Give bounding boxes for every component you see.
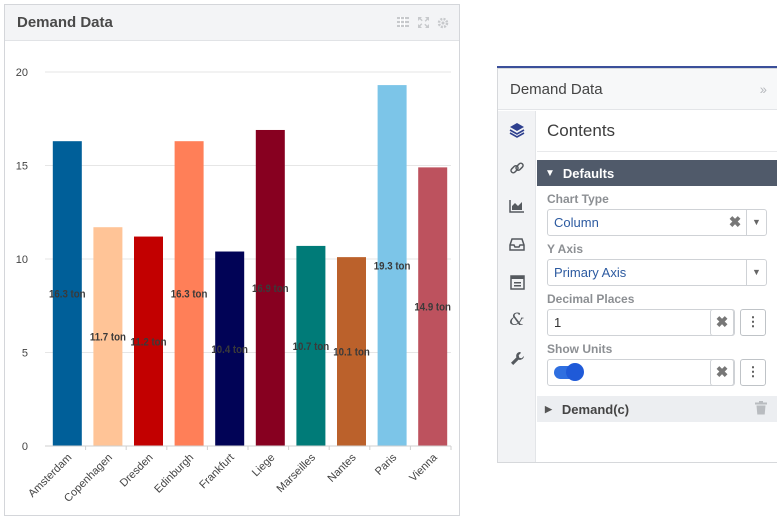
decimal-places-menu-button[interactable]: ⋮ — [740, 308, 766, 336]
clear-icon[interactable]: ✖ — [728, 214, 742, 231]
y-tick-label: 15 — [16, 161, 28, 173]
x-tick-label: Frankfurt — [197, 452, 237, 492]
wrench-icon[interactable] — [498, 339, 536, 377]
y-tick-label: 20 — [16, 67, 28, 79]
y-axis-select[interactable]: Primary Axis ▼ — [547, 258, 767, 286]
x-tick-label: Nantes — [325, 451, 358, 484]
x-tick-label: Vienna — [407, 451, 440, 484]
bar[interactable] — [418, 167, 448, 446]
series-section-header[interactable]: ▶ Demand(c) — [537, 396, 777, 422]
decimal-places-value: 1 — [554, 314, 562, 330]
y-tick-label: 0 — [22, 441, 28, 453]
bar[interactable] — [377, 85, 407, 446]
data-label: 10.4 ton — [211, 344, 248, 356]
data-label: 11.7 ton — [90, 332, 126, 344]
data-label: 10.7 ton — [293, 341, 330, 353]
panel-header: Demand Data ›› — [498, 69, 777, 110]
demand-bar-chart: 16.3 ton 11.7 ton 11.2 ton 16.3 ton 10.4 ton… — [16, 67, 452, 505]
bar[interactable] — [255, 129, 285, 446]
inbox-icon[interactable] — [498, 225, 536, 263]
expand-icon[interactable] — [417, 16, 429, 29]
link-icon[interactable] — [498, 149, 536, 187]
layers-icon[interactable] — [498, 111, 536, 149]
trash-icon[interactable] — [755, 400, 767, 418]
x-tick-label: Paris — [373, 451, 400, 478]
data-label: 10.1 ton — [333, 347, 370, 359]
clear-icon[interactable]: ✖ — [715, 364, 729, 381]
decimal-places-label: Decimal Places — [547, 292, 635, 306]
data-label: 16.3 ton — [171, 289, 208, 301]
show-units-menu-button[interactable]: ⋮ — [740, 358, 766, 386]
chart-type-label: Chart Type — [547, 192, 609, 206]
data-label: 16.9 ton — [252, 283, 289, 295]
chart-widget: Demand Data 16.3 ton 11.7 ton 11.2 ton 16.3… — [4, 4, 460, 516]
panel-rail: & — [498, 111, 536, 462]
show-units-field: ✖ — [547, 358, 735, 386]
x-tick-label: Liege — [250, 452, 278, 480]
bar[interactable] — [337, 257, 366, 446]
data-label: 16.3 ton — [49, 289, 86, 301]
panel-title: Demand Data — [510, 80, 603, 98]
data-label: 14.9 ton — [414, 302, 451, 314]
bar[interactable] — [93, 227, 123, 446]
chevron-down-icon[interactable]: ▼ — [746, 259, 766, 285]
show-units-label: Show Units — [547, 342, 613, 356]
data-label: 19.3 ton — [374, 261, 411, 273]
chart-type-select[interactable]: Column ✖ ▼ — [547, 208, 767, 236]
show-units-toggle[interactable] — [554, 362, 584, 381]
bar[interactable] — [215, 251, 245, 446]
x-tick-label: Edinburgh — [152, 452, 196, 496]
widget-header: Demand Data — [5, 5, 459, 41]
panel-content: Contents ▼ Defaults Chart Type Column ✖ … — [537, 111, 777, 462]
contents-heading: Contents — [537, 111, 777, 152]
y-axis-value: Primary Axis — [554, 264, 627, 280]
x-tick-label: Marseilles — [275, 451, 319, 495]
clear-icon[interactable]: ✖ — [715, 314, 729, 331]
settings-icon[interactable] — [437, 17, 449, 29]
bar[interactable] — [134, 236, 163, 446]
form-icon[interactable] — [498, 263, 536, 301]
caret-right-icon: ▶ — [545, 403, 552, 414]
bar[interactable] — [174, 141, 204, 446]
properties-panel: Demand Data ›› & Contents ▼ Defaults — [497, 68, 777, 463]
data-label: 11.2 ton — [130, 337, 166, 349]
defaults-section-header[interactable]: ▼ Defaults — [537, 160, 777, 186]
series-label: Demand(c) — [561, 401, 630, 417]
table-icon[interactable] — [397, 16, 409, 29]
chevron-down-icon[interactable]: ▼ — [746, 209, 766, 235]
ampersand-icon[interactable]: & — [509, 310, 525, 330]
x-tick-label: Dresden — [118, 452, 156, 490]
bar[interactable] — [52, 141, 82, 446]
area-chart-icon[interactable] — [498, 187, 536, 225]
widget-title: Demand Data — [17, 14, 113, 31]
defaults-label: Defaults — [562, 165, 615, 181]
caret-down-icon: ▼ — [545, 167, 555, 179]
panel-accent-line — [497, 66, 777, 68]
y-tick-label: 5 — [22, 348, 28, 360]
chart-type-value: Column — [554, 214, 599, 230]
double-chevron-right-icon[interactable]: ›› — [759, 81, 767, 97]
decimal-places-input[interactable]: 1 ✖ — [547, 308, 735, 336]
y-tick-label: 10 — [16, 254, 28, 266]
bar[interactable] — [296, 245, 326, 446]
y-axis-label: Y Axis — [547, 242, 584, 256]
